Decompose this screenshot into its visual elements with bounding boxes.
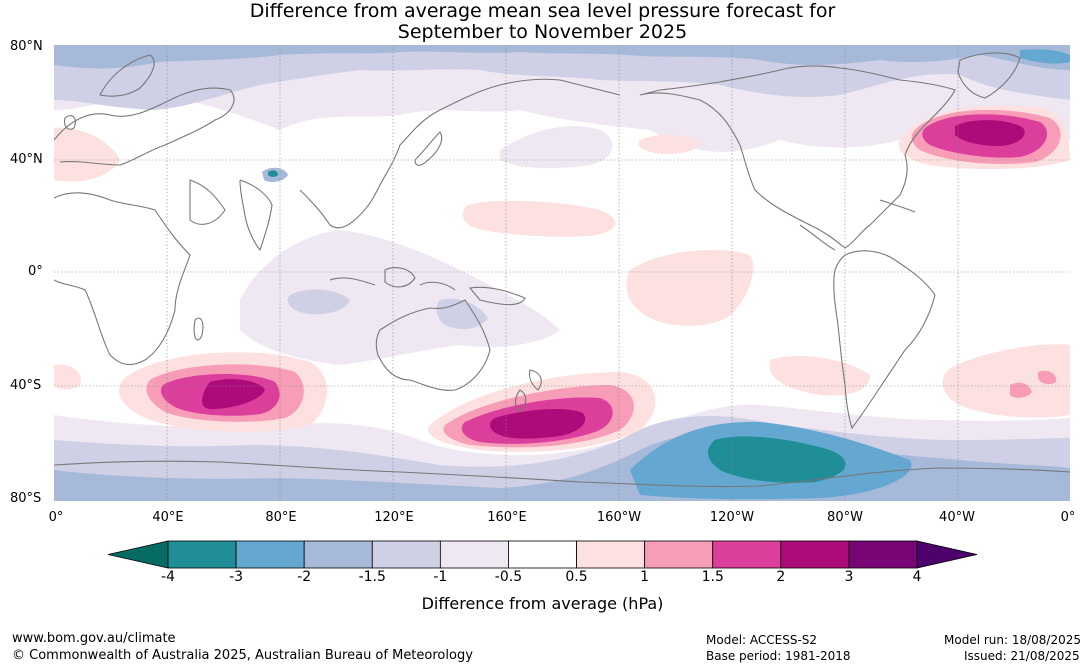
lon-label-160w: 160°W bbox=[596, 510, 642, 525]
indo-pacific-weak-negative bbox=[240, 230, 560, 365]
colorbar-above-max-triangle bbox=[916, 540, 978, 569]
colorbar-bin bbox=[508, 540, 577, 569]
lon-label-0-right: 0° bbox=[1060, 510, 1076, 525]
south-polar-negative-anomaly bbox=[54, 404, 1070, 501]
footer-model-run: Model run: 18/08/2025 bbox=[944, 633, 1082, 647]
colorbar-bin bbox=[848, 540, 918, 569]
lon-label-120w: 120°W bbox=[709, 510, 755, 525]
south-atlantic-high bbox=[942, 344, 1070, 418]
indian-ocean-negative-patch bbox=[287, 289, 350, 315]
north-pacific-weak-positive bbox=[462, 200, 616, 237]
footer-issued: Issued: 21/08/2025 bbox=[964, 649, 1080, 663]
lat-label-40n: 40°N bbox=[10, 152, 43, 167]
lon-label-160e: 160°E bbox=[487, 510, 527, 525]
north-pacific-weak-negative bbox=[500, 126, 613, 169]
lon-label-80w: 80°W bbox=[827, 510, 863, 525]
lat-label-80n: 80°N bbox=[10, 39, 43, 54]
colorbar-tick-label: 1.5 bbox=[701, 569, 724, 585]
colorbar-tick-label: 4 bbox=[912, 569, 922, 585]
west-africa-positive bbox=[54, 364, 81, 390]
north-polar-negative-anomaly bbox=[54, 45, 1070, 152]
lon-label-0-left: 0° bbox=[48, 510, 64, 525]
lon-label-80e: 80°E bbox=[265, 510, 297, 525]
colorbar-tick-label: -0.5 bbox=[494, 569, 523, 585]
colorbar-tick-label: -1 bbox=[433, 569, 448, 585]
colorbar-tick-label: -2 bbox=[297, 569, 312, 585]
colorbar-bin bbox=[371, 540, 441, 569]
colorbar-tick-label: 0.5 bbox=[565, 569, 588, 585]
colorbar-bin bbox=[576, 540, 646, 569]
lat-label-40s: 40°S bbox=[10, 378, 42, 393]
lon-label-120e: 120°E bbox=[374, 510, 414, 525]
lat-label-equator: 0° bbox=[28, 264, 43, 279]
southwest-pacific-high bbox=[428, 372, 656, 452]
north-atlantic-high bbox=[898, 105, 1070, 170]
footer-copyright: © Commonwealth of Australia 2025, Austra… bbox=[12, 648, 473, 663]
north-pacific-small-positive bbox=[638, 134, 700, 154]
colorbar-tick-label: -3 bbox=[229, 569, 244, 585]
colorbar-bin bbox=[235, 540, 305, 569]
colorbar-below-min-triangle bbox=[107, 540, 169, 569]
colorbar-tick-label: 3 bbox=[844, 569, 854, 585]
lon-label-40w: 40°W bbox=[939, 510, 975, 525]
colorbar-title: Difference from average (hPa) bbox=[421, 594, 664, 613]
coastlines bbox=[54, 52, 1070, 488]
colorbar-bin bbox=[644, 540, 714, 569]
colorbar-bin bbox=[780, 540, 850, 569]
footer-url[interactable]: www.bom.gov.au/climate bbox=[12, 631, 176, 646]
lon-label-40e: 40°E bbox=[152, 510, 184, 525]
tropical-east-pacific-positive bbox=[626, 250, 754, 326]
footer-base-period: Base period: 1981-2018 bbox=[706, 649, 851, 663]
lat-label-80s: 80°S bbox=[10, 491, 42, 506]
map-title: Difference from average mean sea level p… bbox=[249, 0, 836, 22]
colorbar-bin bbox=[712, 540, 782, 569]
map-subtitle: September to November 2025 bbox=[397, 21, 688, 43]
colorbar bbox=[107, 540, 978, 569]
footer-model: Model: ACCESS-S2 bbox=[706, 633, 818, 647]
colorbar-tick-label: 2 bbox=[776, 569, 786, 585]
himalaya-negative-core bbox=[268, 170, 278, 177]
south-atlantic-core bbox=[1010, 370, 1057, 398]
colorbar-tick-label: -4 bbox=[161, 569, 175, 585]
colorbar-bin bbox=[303, 540, 373, 569]
graticule bbox=[54, 45, 1070, 501]
south-indian-ocean-high bbox=[118, 352, 327, 432]
mediterranean-positive bbox=[54, 127, 120, 182]
colorbar-tick-label: -1.5 bbox=[358, 569, 386, 585]
colorbar-bin bbox=[439, 540, 509, 569]
colorbar-bin bbox=[167, 540, 237, 569]
colorbar-tick-label: 1 bbox=[640, 569, 650, 585]
